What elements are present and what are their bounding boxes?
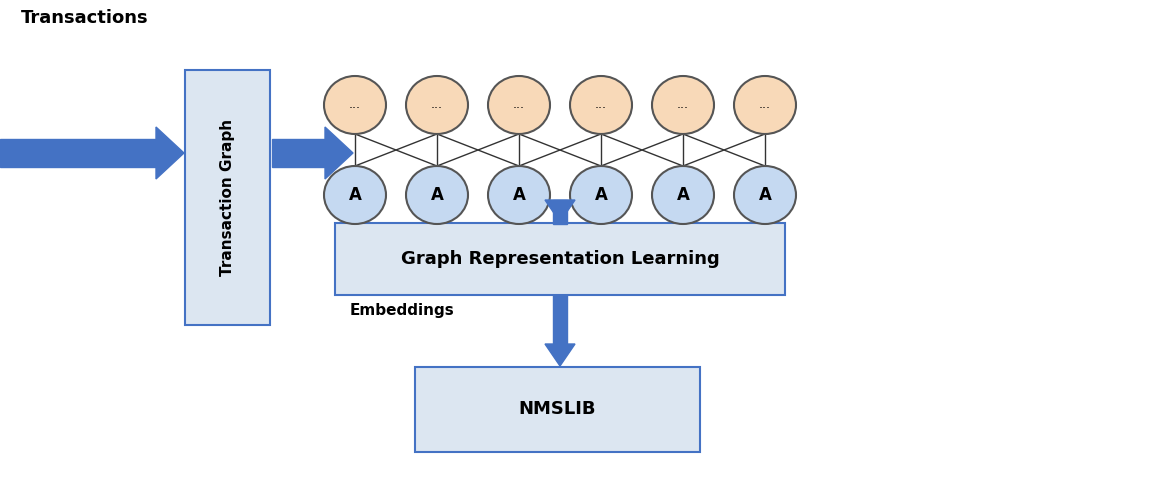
Ellipse shape [406,166,468,224]
Ellipse shape [406,76,468,134]
Text: ...: ... [759,98,771,111]
Ellipse shape [570,166,632,224]
Text: Transaction Graph: Transaction Graph [220,119,235,276]
Ellipse shape [570,76,632,134]
Text: Graph Representation Learning: Graph Representation Learning [401,250,719,268]
Text: A: A [676,186,689,204]
FancyBboxPatch shape [185,70,270,325]
Ellipse shape [324,166,386,224]
Ellipse shape [488,166,550,224]
FancyBboxPatch shape [335,223,785,295]
Text: A: A [594,186,607,204]
Polygon shape [272,139,325,167]
FancyBboxPatch shape [415,367,700,452]
Text: Embeddings: Embeddings [350,303,455,319]
Text: ...: ... [349,98,361,111]
Polygon shape [0,139,156,167]
Ellipse shape [734,76,796,134]
Text: A: A [349,186,362,204]
Polygon shape [545,200,575,222]
Ellipse shape [652,166,714,224]
Text: Transactions: Transactions [21,9,149,27]
Polygon shape [325,127,353,179]
Text: ...: ... [431,98,444,111]
Text: ...: ... [594,98,607,111]
Polygon shape [156,127,184,179]
Text: A: A [431,186,444,204]
Polygon shape [545,344,575,366]
Ellipse shape [734,166,796,224]
Polygon shape [553,200,567,224]
Ellipse shape [652,76,714,134]
Text: ...: ... [677,98,689,111]
Text: A: A [513,186,525,204]
Ellipse shape [324,76,386,134]
Text: NMSLIB: NMSLIB [518,400,597,419]
Text: A: A [758,186,772,204]
Polygon shape [553,295,567,344]
Text: ...: ... [513,98,525,111]
Ellipse shape [488,76,550,134]
